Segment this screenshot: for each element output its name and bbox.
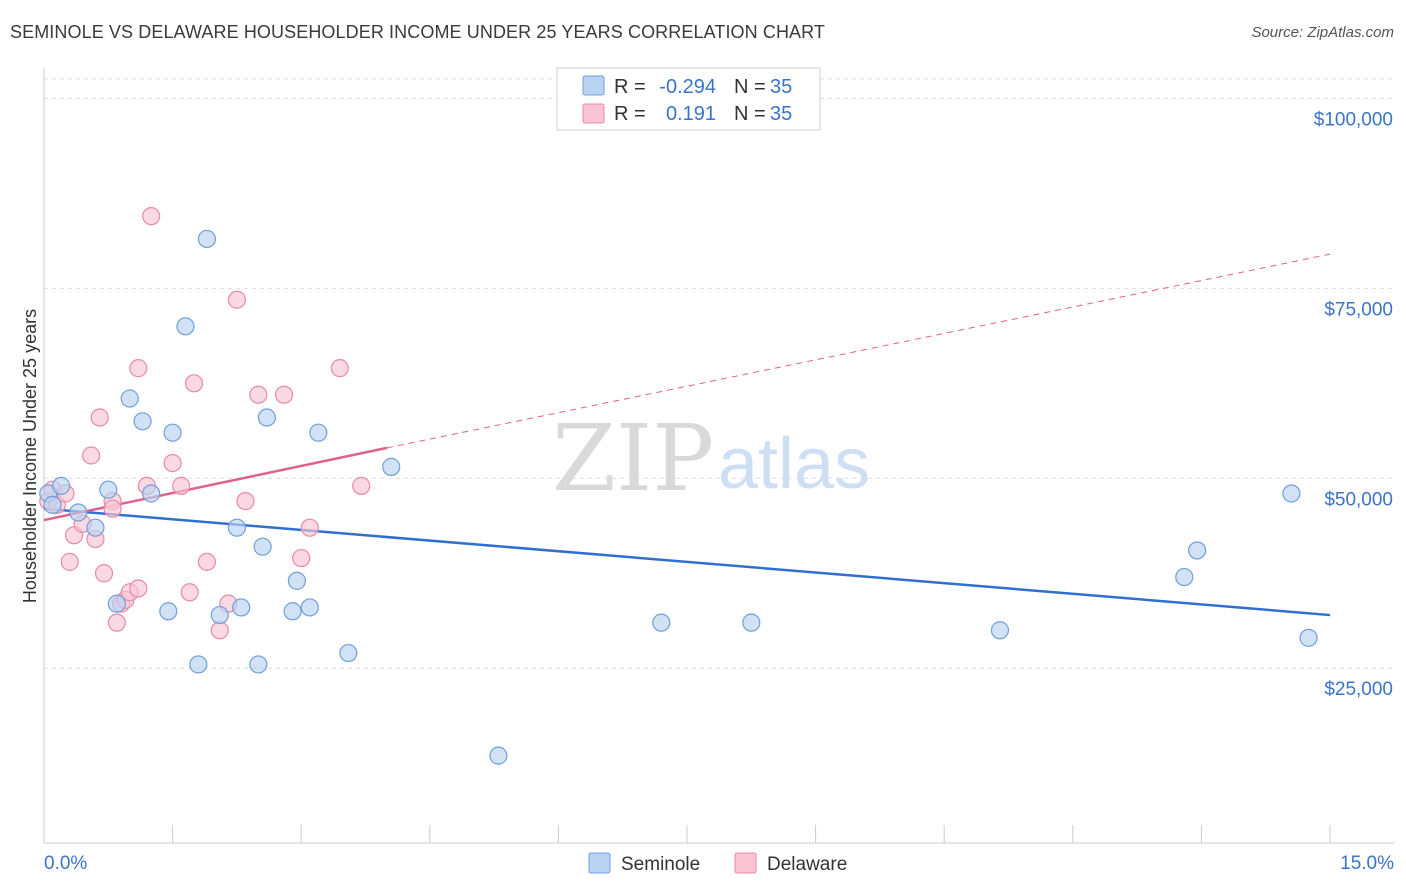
seminole-point xyxy=(159,602,178,621)
delaware-point xyxy=(82,446,101,465)
delaware-point xyxy=(352,476,371,495)
seminole-point xyxy=(176,317,195,336)
seminole-point xyxy=(339,643,358,663)
delaware-trend-line xyxy=(43,446,388,522)
delaware-point xyxy=(184,374,204,393)
seminole-point xyxy=(163,423,182,442)
seminole-point xyxy=(249,655,268,674)
seminole-point xyxy=(142,484,161,503)
seminole-point xyxy=(227,518,246,537)
y-tick-label: $75,000 xyxy=(1324,299,1393,320)
seminole-point xyxy=(69,503,88,522)
x-tick-label-max: 15.0% xyxy=(1340,853,1394,874)
seminole-point xyxy=(86,518,105,537)
x-tick-label-min: 0.0% xyxy=(44,853,87,874)
seminole-point xyxy=(43,495,62,514)
delaware-point xyxy=(227,290,246,309)
points-layer xyxy=(39,207,1318,765)
legend-n-label-delaware: N = xyxy=(734,103,766,125)
seminole-point xyxy=(1188,541,1207,560)
delaware-point xyxy=(197,552,216,571)
source-label: Source: ZipAtlas.com xyxy=(1251,24,1394,41)
delaware-point xyxy=(249,385,268,404)
delaware-point xyxy=(142,207,161,226)
stats-legend: R = -0.294 N = 35 R = 0.191 N = 35 xyxy=(556,67,821,131)
legend-n-value-delaware: 35 xyxy=(770,103,792,125)
delaware-point xyxy=(129,579,148,598)
series-legend: Seminole Delaware xyxy=(588,852,847,875)
delaware-point xyxy=(107,613,126,632)
seminole-trend-line xyxy=(43,507,1331,617)
chart-title: SEMINOLE VS DELAWARE HOUSEHOLDER INCOME … xyxy=(10,22,826,42)
y-tick-label: $25,000 xyxy=(1324,679,1393,700)
trend-layer xyxy=(43,253,1331,617)
series-legend-label-delaware: Delaware xyxy=(767,854,847,875)
delaware-point xyxy=(94,564,114,583)
seminole-point xyxy=(300,598,319,617)
seminole-point xyxy=(1175,567,1194,587)
seminole-point xyxy=(210,605,229,625)
delaware-point xyxy=(60,552,79,571)
seminole-point xyxy=(489,746,508,765)
legend-swatch-seminole xyxy=(582,75,605,96)
seminole-point xyxy=(232,598,251,617)
seminole-point xyxy=(133,412,152,431)
watermark-zip: ZIP xyxy=(552,405,714,512)
delaware-point xyxy=(180,583,199,602)
seminole-point xyxy=(287,571,307,590)
delaware-point xyxy=(274,385,294,404)
seminole-point xyxy=(1282,484,1301,503)
seminole-point xyxy=(253,537,272,556)
delaware-point xyxy=(90,408,109,427)
delaware-point xyxy=(172,476,191,495)
seminole-point xyxy=(52,476,71,495)
delaware-point xyxy=(330,359,349,378)
legend-swatch-delaware xyxy=(582,103,605,124)
legend-n-label-seminole: N = xyxy=(734,76,766,98)
y-axis-title: Householder Income Under 25 years xyxy=(20,309,40,603)
seminole-point xyxy=(197,229,216,249)
seminole-point xyxy=(309,423,328,442)
series-legend-swatch-seminole xyxy=(588,852,611,874)
seminole-point xyxy=(257,408,277,427)
series-legend-swatch-delaware xyxy=(734,852,757,874)
axis-layer: $25,000 $50,000 $75,000 $100,000 xyxy=(43,68,1394,844)
legend-r-value-seminole: -0.294 xyxy=(659,76,716,98)
legend-r-value-delaware: 0.191 xyxy=(666,103,716,125)
delaware-point xyxy=(236,491,255,511)
delaware-point xyxy=(163,453,182,473)
delaware-point xyxy=(292,548,311,568)
seminole-point xyxy=(107,594,126,613)
seminole-point xyxy=(120,389,139,408)
seminole-point xyxy=(990,621,1010,640)
seminole-point xyxy=(652,613,671,632)
legend-r-label-delaware: R = xyxy=(614,103,646,125)
seminole-point xyxy=(742,613,761,632)
legend-n-value-seminole: 35 xyxy=(770,76,792,98)
seminole-point xyxy=(283,602,302,621)
seminole-point xyxy=(189,655,208,674)
seminole-point xyxy=(382,457,401,476)
y-tick-label: $50,000 xyxy=(1324,489,1393,510)
y-tick-label: $100,000 xyxy=(1314,109,1393,130)
series-legend-label-seminole: Seminole xyxy=(621,854,700,875)
delaware-point xyxy=(300,518,319,537)
watermark-atlas: atlas xyxy=(718,424,870,504)
watermark: ZIP atlas xyxy=(552,405,870,512)
delaware-trend-line-dashed xyxy=(386,253,1331,449)
delaware-point xyxy=(210,621,229,640)
legend-r-label-seminole: R = xyxy=(614,76,646,98)
seminole-point xyxy=(1299,628,1318,647)
seminole-point xyxy=(99,480,118,499)
delaware-point xyxy=(103,499,122,518)
delaware-point xyxy=(129,359,148,378)
